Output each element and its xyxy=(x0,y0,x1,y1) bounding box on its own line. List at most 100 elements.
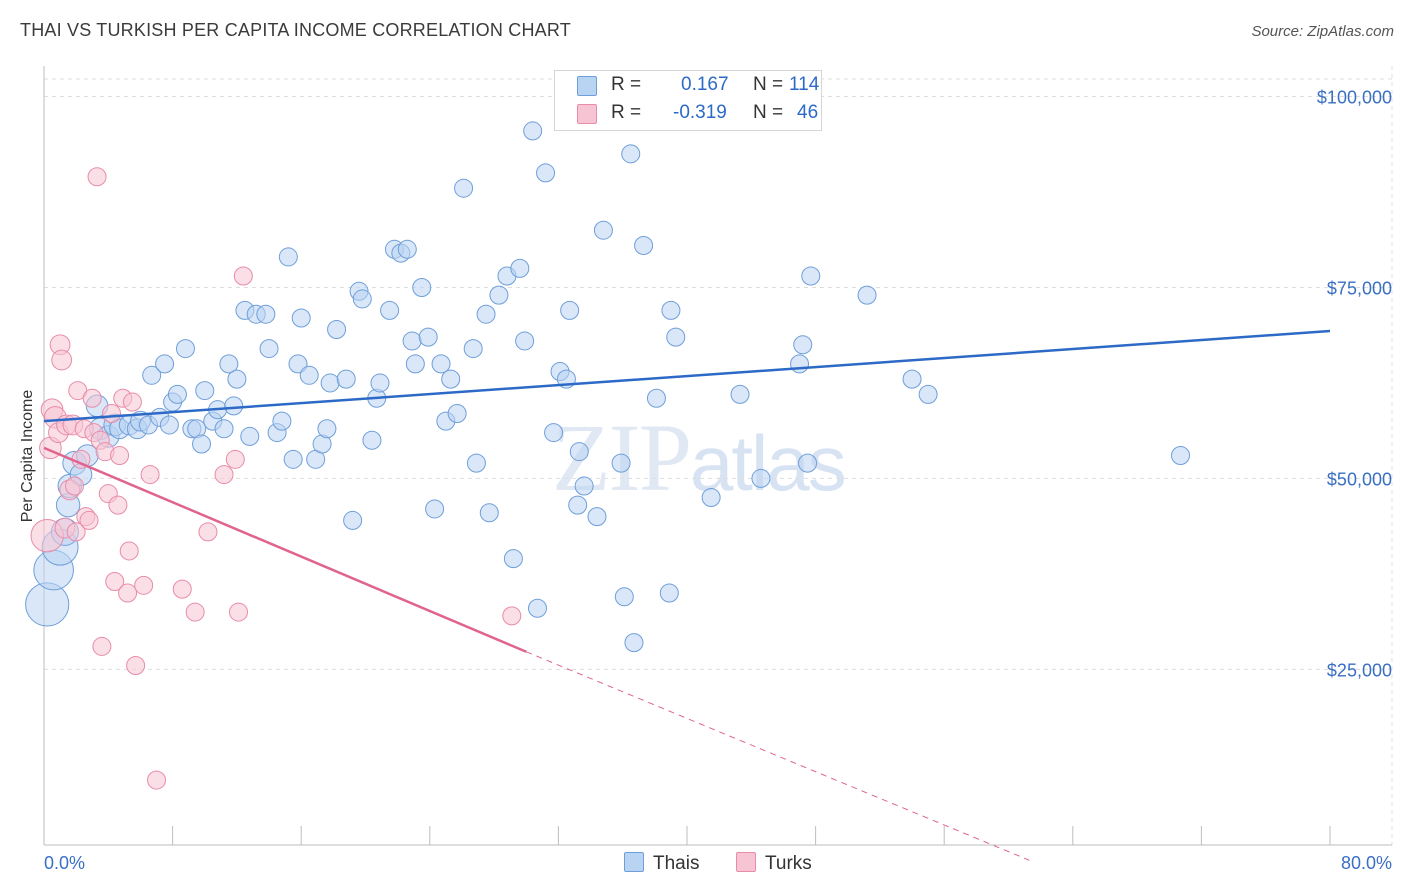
turks-point xyxy=(79,510,99,530)
thais-point xyxy=(666,327,686,347)
chart-title: THAI VS TURKISH PER CAPITA INCOME CORREL… xyxy=(20,20,571,40)
thais-point xyxy=(479,503,499,523)
legend-n-label: N = xyxy=(753,102,784,123)
thais-point xyxy=(503,549,523,569)
thais-point xyxy=(431,354,451,374)
turks-point xyxy=(229,602,249,622)
trend-lines xyxy=(43,329,1331,861)
bottom-legend-swatch-turks xyxy=(736,852,756,872)
thais-point xyxy=(291,308,311,328)
legend-r-label: R = xyxy=(611,102,642,123)
source-label: Source: ZipAtlas.com xyxy=(1251,23,1394,40)
turks-point xyxy=(126,656,146,676)
thais-point xyxy=(798,453,818,473)
thais-points xyxy=(25,121,1191,653)
thais-point xyxy=(536,163,556,183)
turks-point xyxy=(233,266,253,286)
thais-point xyxy=(278,247,298,267)
turks-point xyxy=(118,583,138,603)
thais-point xyxy=(441,369,461,389)
thais-point xyxy=(523,121,543,141)
x-tick-label: 0.0% xyxy=(44,853,85,873)
turks-point xyxy=(102,403,122,423)
thais-point xyxy=(463,339,483,359)
thais-point xyxy=(370,373,390,393)
thais-point xyxy=(402,331,422,351)
turks-point xyxy=(51,349,73,371)
thais-point xyxy=(447,403,467,423)
thais-point xyxy=(574,476,594,496)
bottom-legend-thais: Thais xyxy=(624,852,699,875)
thais-point xyxy=(790,354,810,374)
thais-point xyxy=(288,354,308,374)
turks-point xyxy=(214,465,234,485)
thais-point xyxy=(327,319,347,339)
thais-point xyxy=(227,369,247,389)
turks-point xyxy=(185,602,205,622)
thais-point xyxy=(621,144,641,164)
thais-point xyxy=(701,488,721,508)
bottom-legend-swatch-thais xyxy=(624,852,644,872)
thais-point xyxy=(343,510,363,530)
thais-point xyxy=(159,415,179,435)
thais-point xyxy=(569,442,589,462)
turks-point xyxy=(225,449,245,469)
legend-n-label: N = xyxy=(753,74,784,95)
turks-point xyxy=(502,606,522,626)
bottom-legend-label-turks: Turks xyxy=(765,853,812,874)
thais-point xyxy=(418,327,438,347)
turks-point xyxy=(65,476,85,496)
turks-point xyxy=(134,575,154,595)
thais-point xyxy=(320,373,340,393)
y-tick-label: $25,000 xyxy=(1327,660,1392,680)
thais-point xyxy=(624,633,644,653)
legend-swatch-turks xyxy=(577,104,597,124)
thais-point xyxy=(593,220,613,240)
thais-point xyxy=(167,384,187,404)
thais-point xyxy=(801,266,821,286)
bottom-legend-turks: Turks xyxy=(736,852,812,875)
thais-point xyxy=(317,419,337,439)
thais-point xyxy=(425,499,445,519)
thais-point xyxy=(362,430,382,450)
turks-trend-extension xyxy=(526,651,1030,861)
thais-point xyxy=(155,354,175,374)
turks-points xyxy=(30,167,522,790)
turks-trend-line xyxy=(43,446,527,653)
turks-point xyxy=(172,579,192,599)
legend-n-value: 114 xyxy=(789,74,820,95)
thais-trend-line xyxy=(43,329,1331,423)
thais-point xyxy=(240,426,260,446)
x-tick-label: 80.0% xyxy=(1341,853,1392,873)
thais-point xyxy=(489,285,509,305)
thais-point xyxy=(1171,446,1191,465)
legend-n-value: 46 xyxy=(797,102,819,123)
thais-point xyxy=(614,587,634,607)
thais-point xyxy=(515,331,535,351)
turks-point xyxy=(105,572,125,592)
y-tick-label: $75,000 xyxy=(1327,278,1392,298)
turks-point xyxy=(119,541,139,561)
thais-point xyxy=(528,598,548,618)
tick-labels: $25,000 $50,000 $75,000 $100,000 0.0% 80.0% xyxy=(44,88,1392,873)
legend-r-label: R = xyxy=(611,74,642,95)
y-tick-label: $50,000 xyxy=(1327,469,1392,489)
turks-point xyxy=(122,392,142,412)
turks-point xyxy=(110,446,130,465)
thais-point xyxy=(634,235,654,255)
y-tick-label: $100,000 xyxy=(1317,88,1392,108)
thais-point xyxy=(336,369,356,389)
thais-point xyxy=(405,354,425,374)
thais-point xyxy=(510,258,530,278)
turks-point xyxy=(66,522,86,542)
thais-point xyxy=(793,335,813,355)
thais-point xyxy=(195,381,215,401)
thais-point xyxy=(730,384,750,404)
thais-point xyxy=(659,583,679,603)
turks-point xyxy=(92,636,112,656)
thais-point xyxy=(560,300,580,320)
bottom-legend-label-thais: Thais xyxy=(653,853,700,874)
thais-point xyxy=(857,285,877,305)
thais-point xyxy=(192,434,212,454)
thais-point xyxy=(611,453,631,473)
